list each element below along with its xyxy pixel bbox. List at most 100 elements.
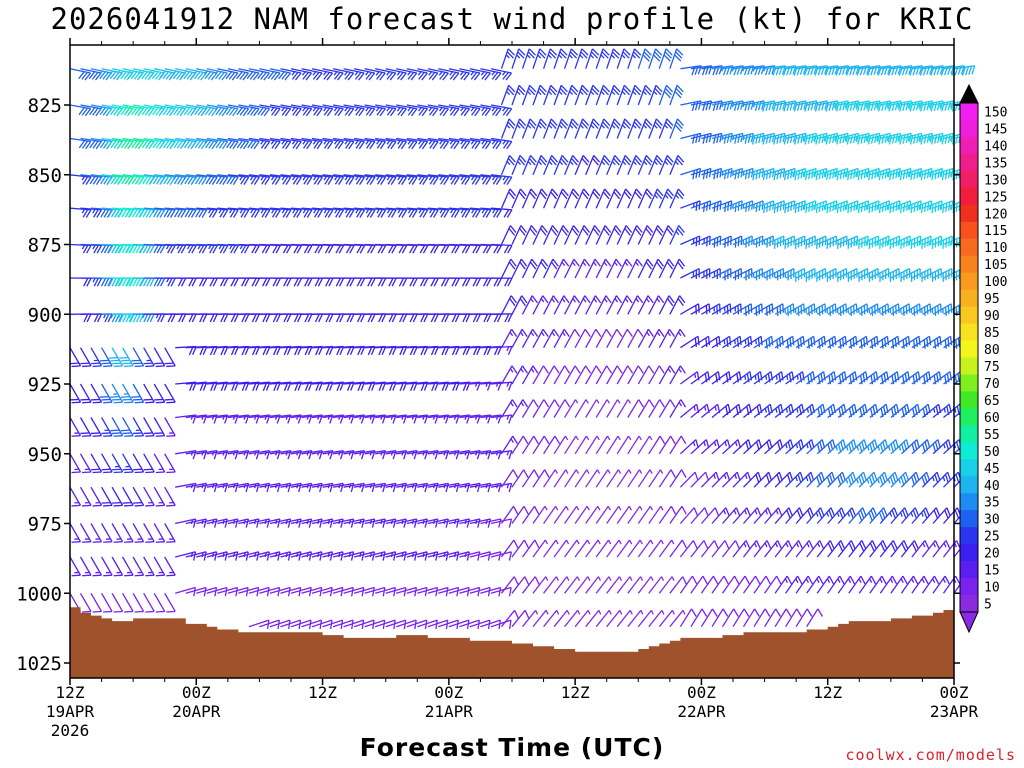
colorbar-swatch: [960, 238, 978, 257]
wind-barb: [901, 335, 921, 349]
wind-barb: [690, 575, 708, 594]
wind-barb: [133, 277, 155, 287]
wind-barb: [385, 174, 408, 185]
wind-barb: [532, 225, 548, 245]
wind-barb: [679, 575, 698, 594]
wind-barb: [511, 435, 529, 455]
wind-barb: [890, 267, 911, 282]
wind-barb: [164, 383, 176, 404]
wind-barb: [248, 207, 271, 218]
wind-barb: [99, 347, 113, 368]
wind-barb: [669, 399, 687, 418]
wind-barb: [111, 592, 124, 613]
wind-barb: [764, 471, 783, 488]
wind-barb: [690, 132, 712, 144]
wind-barb: [616, 188, 632, 209]
wind-barb: [543, 505, 559, 524]
wind-barb: [595, 48, 610, 69]
wind-barb: [648, 118, 663, 139]
wind-barb: [932, 540, 951, 558]
wind-barb: [806, 608, 824, 628]
wind-barb: [217, 68, 239, 81]
wind-barb: [774, 267, 795, 281]
wind-barb: [774, 335, 795, 349]
wind-barb: [490, 551, 512, 561]
wind-barb: [795, 608, 813, 628]
wind-barb: [238, 174, 260, 185]
x-tick-date: 22APR: [677, 702, 726, 721]
wind-barb: [743, 167, 765, 181]
wind-barb: [648, 328, 665, 349]
colorbar-label: 150: [984, 106, 1007, 121]
wind-barb: [500, 539, 519, 558]
wind-barb: [564, 399, 579, 418]
wind-barb: [143, 453, 155, 474]
wind-barb: [627, 576, 644, 594]
wind-barb: [385, 586, 407, 597]
wind-barb: [679, 507, 699, 524]
wind-barb: [354, 137, 376, 150]
wind-barb: [574, 258, 591, 279]
wind-barb: [185, 174, 208, 185]
wind-barb: [490, 482, 513, 493]
wind-barb: [406, 68, 428, 81]
colorbar-swatch: [960, 493, 978, 511]
wind-barb: [574, 435, 590, 455]
wind-barb: [217, 174, 239, 185]
wind-barb: [574, 469, 590, 488]
wind-barb: [206, 68, 228, 81]
colorbar-label: 15: [984, 564, 1000, 579]
wind-barb: [553, 295, 570, 315]
wind-barb: [553, 48, 568, 69]
wind-barb: [711, 575, 729, 594]
wind-barb: [764, 100, 786, 112]
wind-barb: [269, 137, 292, 150]
wind-barb: [764, 335, 784, 349]
wind-barb: [711, 303, 732, 315]
wind-barb: [417, 68, 439, 81]
y-tick-label: 1000: [16, 583, 62, 605]
wind-barb: [395, 619, 417, 630]
wind-barb: [658, 188, 674, 209]
wind-barb: [122, 453, 134, 474]
wind-barb: [406, 137, 429, 150]
wind-barb: [132, 592, 145, 613]
wind-barb: [595, 399, 611, 418]
wind-barb: [606, 609, 623, 628]
wind-barb: [69, 453, 82, 474]
wind-barb: [480, 68, 502, 81]
wind-barb: [669, 328, 686, 349]
wind-barb: [153, 592, 166, 613]
wind-barb: [196, 104, 218, 117]
y-tick-label: 875: [28, 235, 62, 257]
wind-barb: [827, 267, 848, 282]
wind-barb: [890, 303, 911, 316]
credit-text[interactable]: coolwx.com/models: [845, 746, 1016, 764]
wind-barb: [543, 609, 560, 628]
wind-barb: [521, 154, 537, 176]
wind-barb: [585, 609, 602, 628]
wind-barb: [722, 471, 741, 488]
wind-barb: [817, 167, 838, 181]
wind-barb: [585, 118, 600, 139]
wind-barb: [227, 207, 250, 218]
wind-barb: [658, 328, 676, 349]
wind-barb: [700, 575, 719, 594]
wind-barb: [353, 586, 375, 597]
x-tick-label: 12Z: [561, 683, 590, 702]
wind-barb: [153, 453, 166, 474]
wind-barb: [259, 68, 281, 81]
wind-barb: [543, 188, 559, 209]
wind-barb: [500, 118, 516, 139]
wind-barb: [69, 277, 92, 287]
colorbar-label: 90: [984, 309, 1000, 324]
wind-barb: [154, 174, 176, 185]
colorbar-label: 35: [984, 496, 1000, 511]
wind-barb: [595, 435, 611, 455]
wind-barb: [143, 486, 155, 507]
wind-barb: [817, 100, 839, 112]
wind-barb: [658, 609, 675, 628]
wind-barb: [627, 505, 643, 524]
wind-barb: [206, 207, 229, 218]
wind-barb: [606, 469, 622, 488]
